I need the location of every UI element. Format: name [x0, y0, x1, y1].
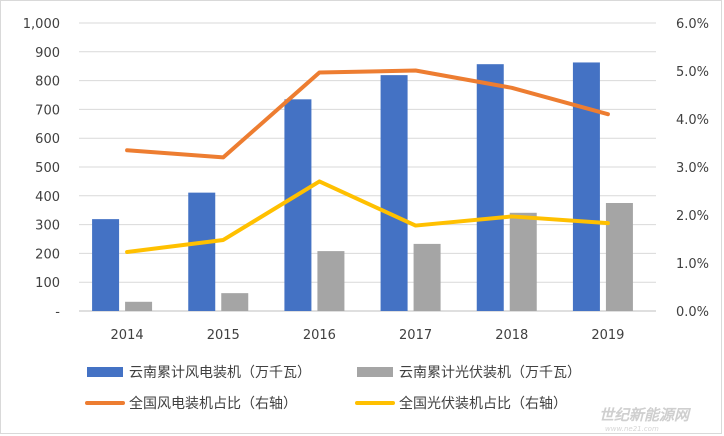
x-tick-label: 2016 [303, 328, 336, 343]
left-tick-label: 200 [35, 247, 60, 262]
right-tick-label: 5.0% [676, 65, 709, 80]
x-tick-label: 2017 [399, 328, 432, 343]
watermark: 世纪新能源网 www.ne21.com [599, 406, 692, 433]
left-tick-label: 1,000 [23, 17, 60, 32]
right-tick-label: 4.0% [676, 113, 709, 128]
left-tick-label: 300 [35, 219, 60, 234]
legend-swatch [87, 367, 123, 377]
bar-solar [125, 301, 153, 311]
bar-wind [284, 99, 312, 311]
left-tick-label: 800 [35, 75, 60, 90]
left-tick-label: - [55, 305, 60, 320]
bar-solar [221, 293, 249, 311]
watermark-url: www.ne21.com [605, 425, 659, 433]
left-tick-label: 600 [35, 132, 60, 147]
bar-wind [380, 75, 408, 312]
right-tick-label: 0.0% [676, 305, 709, 320]
x-tick-label: 2019 [591, 328, 624, 343]
right-tick-label: 1.0% [676, 257, 709, 272]
tick-labels: - 100 200 300 400 500 600 700 800 900 1,000 0.0% 1.0… [23, 17, 709, 343]
bar-solar [509, 212, 537, 311]
x-tick-label: 2014 [111, 328, 144, 343]
x-tick-label: 2018 [495, 328, 528, 343]
bars [92, 62, 633, 312]
bar-solar [605, 203, 633, 311]
bar-wind [188, 192, 216, 311]
legend-label: 云南累计风电装机（万千瓦） [129, 365, 311, 381]
bar-wind [572, 62, 600, 312]
legend: 云南累计风电装机（万千瓦） 云南累计光伏装机（万千瓦） 全国风电装机占比（右轴） 全国… [85, 365, 581, 412]
left-tick-label: 900 [35, 46, 60, 61]
watermark-text: 世纪新能源网 [599, 406, 692, 424]
bar-wind [476, 64, 504, 312]
right-tick-label: 6.0% [676, 17, 709, 32]
legend-label: 全国风电装机占比（右轴） [129, 395, 297, 412]
bar-solar [317, 251, 345, 311]
right-tick-label: 2.0% [676, 209, 709, 224]
left-tick-label: 400 [35, 190, 60, 205]
left-tick-label: 100 [35, 276, 60, 291]
legend-swatch [357, 367, 393, 377]
bar-solar [413, 243, 441, 311]
left-tick-label: 700 [35, 103, 60, 118]
legend-label: 云南累计光伏装机（万千瓦） [399, 365, 581, 381]
bar-wind [92, 219, 120, 311]
legend-label: 全国光伏装机占比（右轴） [399, 395, 567, 412]
line-wind-share [125, 68, 610, 160]
lines [125, 68, 610, 254]
line-solar-share [125, 179, 610, 254]
right-tick-label: 3.0% [676, 161, 709, 176]
left-tick-label: 500 [35, 161, 60, 176]
gridlines [79, 22, 656, 312]
x-tick-label: 2015 [207, 328, 240, 343]
